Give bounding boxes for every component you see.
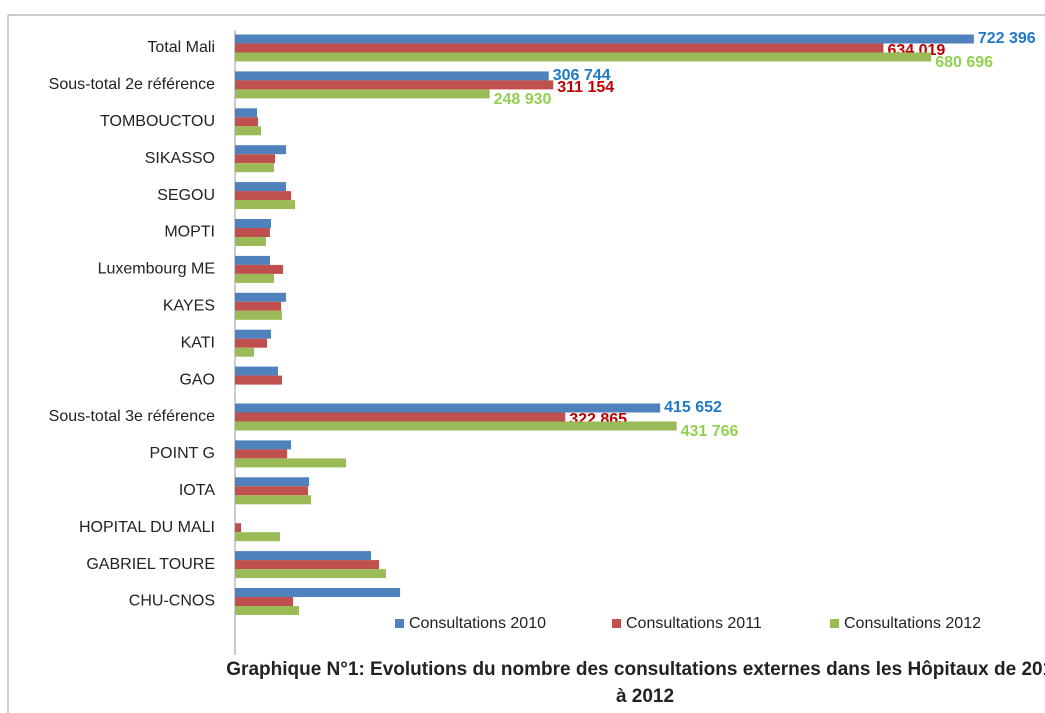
bar — [235, 329, 272, 339]
bar — [235, 80, 554, 90]
category-label: GAO — [179, 371, 215, 388]
bar — [235, 117, 259, 127]
chart-title: Graphique N°1: Evolutions du nombre des … — [226, 659, 1045, 707]
category-label: IOTA — [179, 482, 215, 499]
bar — [235, 255, 270, 265]
category-label: KATI — [181, 334, 215, 351]
bar — [235, 126, 261, 136]
bar — [235, 182, 287, 192]
bar — [235, 588, 401, 597]
bar — [235, 108, 257, 118]
bar — [235, 301, 282, 311]
bar — [235, 403, 661, 413]
bar — [235, 532, 281, 542]
bar — [235, 237, 266, 246]
bar — [235, 191, 292, 201]
category-label: GABRIEL TOURE — [86, 556, 215, 573]
bar — [235, 440, 292, 450]
category-label: TOMBOUCTOU — [100, 113, 215, 130]
data-label: 722 396 — [978, 30, 1036, 47]
legend-swatch — [395, 619, 404, 628]
bar — [235, 569, 387, 579]
legend-label: Consultations 2011 — [626, 615, 762, 632]
category-label: CHU-CNOS — [129, 593, 215, 610]
bar — [235, 338, 268, 348]
bar — [235, 163, 274, 173]
bar — [235, 375, 283, 385]
bar — [235, 560, 380, 570]
bar — [235, 89, 490, 99]
bar — [235, 43, 884, 53]
category-label: Sous-total 3e référence — [49, 408, 215, 425]
legend-swatch — [612, 619, 621, 628]
bar — [235, 34, 974, 44]
bar — [235, 551, 372, 561]
category-label: SEGOU — [157, 187, 215, 204]
legend-label: Consultations 2010 — [409, 615, 546, 632]
bar — [235, 458, 347, 468]
category-label: Sous-total 2e référence — [49, 76, 215, 93]
bar — [235, 449, 288, 459]
data-label: 415 652 — [664, 399, 722, 416]
bar — [235, 606, 300, 615]
category-label: POINT G — [150, 445, 216, 462]
data-label: 680 696 — [935, 54, 993, 71]
bar — [235, 366, 278, 376]
bar — [235, 219, 272, 228]
bar — [235, 71, 549, 81]
category-label: Total Mali — [147, 39, 215, 56]
category-label: SIKASSO — [145, 150, 215, 167]
legend-label: Consultations 2012 — [844, 615, 981, 632]
data-label: 248 930 — [494, 91, 552, 108]
bar — [235, 597, 293, 606]
bar — [235, 52, 932, 62]
bar — [235, 292, 287, 302]
bar — [235, 523, 242, 533]
bar — [235, 228, 270, 237]
category-label: MOPTI — [164, 224, 215, 241]
bar — [235, 200, 296, 210]
data-label: 431 766 — [681, 423, 739, 440]
bar — [235, 273, 274, 283]
category-label: KAYES — [163, 298, 215, 315]
bar — [235, 347, 255, 357]
bar — [235, 421, 677, 431]
bar — [235, 477, 310, 487]
bar — [235, 264, 283, 274]
bar — [235, 145, 287, 155]
bar — [235, 154, 275, 164]
bar — [235, 310, 283, 320]
category-label: HOPITAL DU MALI — [79, 519, 215, 536]
bar — [235, 495, 311, 505]
data-label: 306 744 — [553, 67, 611, 84]
bar — [235, 412, 566, 422]
bar — [235, 486, 309, 496]
data-label: 311 154 — [557, 79, 614, 96]
legend-swatch — [830, 619, 839, 628]
category-label: Luxembourg ME — [98, 261, 215, 278]
